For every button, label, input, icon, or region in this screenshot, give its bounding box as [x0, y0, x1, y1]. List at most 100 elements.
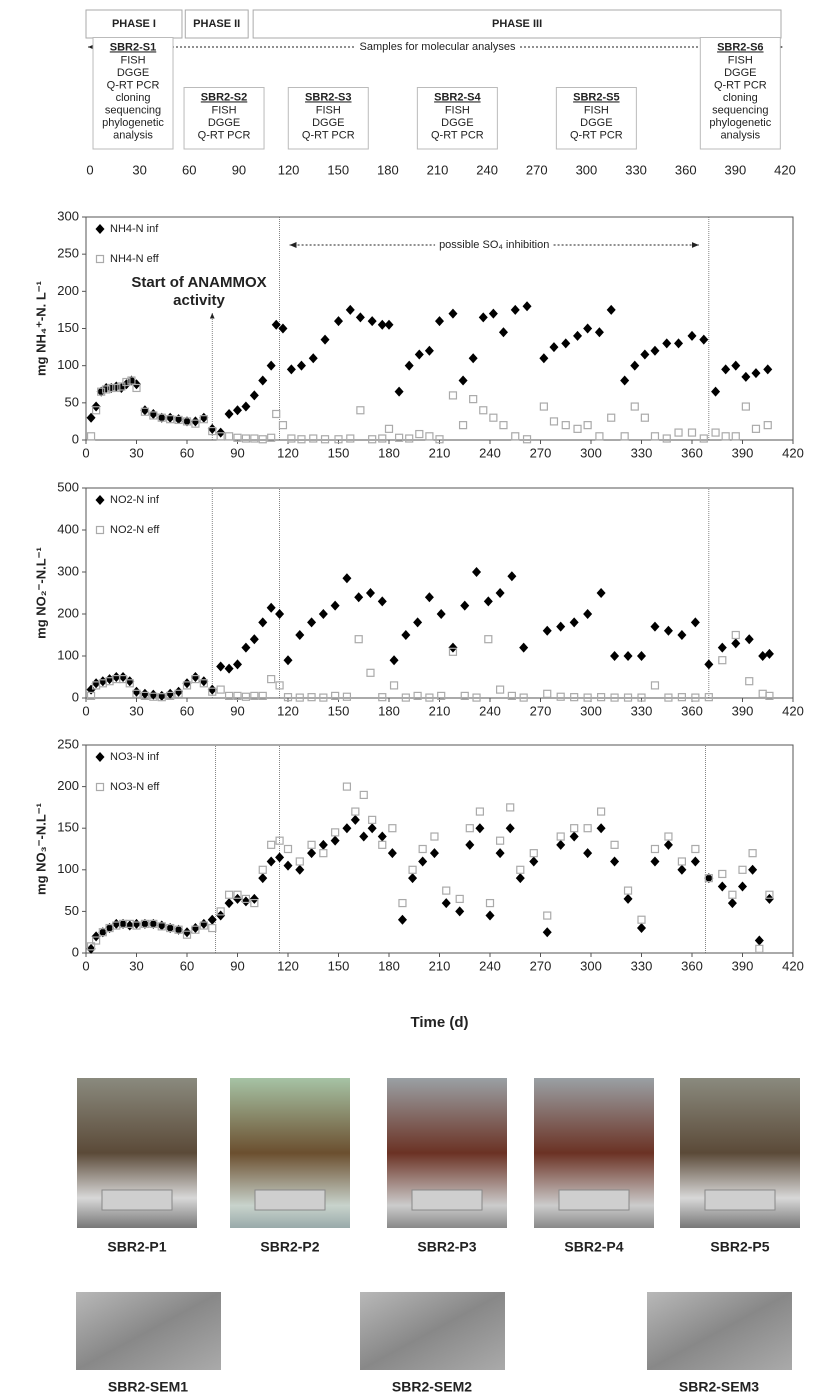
data-point — [401, 693, 410, 702]
data-point — [233, 405, 242, 416]
data-point — [630, 360, 640, 371]
sample-title: SBR2-S1 — [110, 41, 156, 53]
data-point — [166, 415, 175, 424]
data-point — [623, 693, 633, 702]
data-point — [342, 573, 352, 584]
data-point — [507, 571, 517, 582]
data-point — [307, 848, 317, 859]
data-point — [441, 898, 451, 909]
data-point — [691, 844, 700, 854]
data-point — [97, 387, 106, 396]
data-point — [98, 927, 108, 938]
sample-method: phylogenetic — [102, 117, 164, 129]
phase-label: PHASE I — [112, 18, 156, 30]
y-tick-label: 300 — [57, 208, 79, 223]
data-point — [489, 413, 498, 422]
data-point — [731, 638, 741, 649]
data-point — [319, 693, 328, 702]
data-point — [182, 417, 192, 426]
data-point — [165, 923, 175, 934]
x-tick-label: 0 — [82, 703, 89, 718]
data-point — [250, 691, 259, 701]
x-tick-label: 210 — [427, 162, 449, 177]
photo-stand — [704, 1189, 776, 1211]
data-point — [650, 681, 660, 690]
data-point — [208, 687, 217, 696]
data-point — [430, 832, 439, 841]
data-point — [570, 693, 579, 702]
data-point — [249, 893, 259, 904]
x-tick-label: 270 — [530, 445, 552, 460]
data-point — [748, 864, 758, 875]
x-tick-label: 0 — [82, 445, 89, 460]
data-point — [704, 874, 713, 883]
data-point — [408, 873, 418, 884]
phase-box — [85, 9, 183, 39]
x-tick-label: 60 — [180, 703, 194, 718]
x-tick-label: 30 — [132, 162, 146, 177]
data-point — [610, 693, 619, 702]
phase-label: PHASE III — [492, 18, 542, 30]
data-point — [549, 417, 559, 426]
data-point — [111, 918, 121, 929]
x-tick-label: 150 — [328, 445, 350, 460]
data-point — [275, 609, 285, 619]
data-point — [140, 691, 150, 701]
x-tick-label: 240 — [479, 703, 501, 718]
phase-box — [184, 9, 249, 39]
data-point — [620, 432, 629, 441]
annotation: activity — [173, 292, 225, 309]
data-point — [728, 890, 737, 899]
data-point — [365, 588, 375, 598]
x-tick-label: 390 — [732, 445, 754, 460]
data-point — [437, 691, 446, 701]
data-point — [355, 312, 365, 323]
data-point — [595, 432, 604, 441]
data-point — [460, 691, 469, 701]
data-point — [266, 360, 276, 371]
x-tick-label: 150 — [328, 703, 350, 718]
data-point — [717, 881, 727, 892]
data-point — [758, 651, 768, 661]
sample-box — [699, 37, 781, 150]
annotation: Start of ANAMMOX — [131, 274, 266, 291]
data-point — [569, 831, 579, 842]
data-point — [458, 375, 468, 386]
data-point — [607, 413, 616, 422]
sem-image — [360, 1292, 505, 1370]
data-point — [664, 832, 673, 841]
x-tick-label: 300 — [580, 445, 602, 460]
data-point — [499, 421, 508, 430]
data-point — [342, 782, 352, 791]
data-point — [318, 839, 328, 850]
sample-method: Q-RT PCR — [570, 129, 623, 141]
data-point — [522, 435, 532, 444]
data-point — [258, 873, 268, 884]
photo-label: SBR2-P1 — [107, 1239, 166, 1255]
data-point — [511, 432, 520, 441]
data-point — [394, 386, 404, 397]
data-point — [296, 360, 306, 371]
y-tick-label: 0 — [72, 431, 79, 446]
data-point — [549, 342, 559, 353]
sample-title: SBR2-S5 — [573, 91, 619, 103]
data-point — [448, 647, 458, 656]
x-tick-label: 390 — [725, 162, 747, 177]
data-point — [397, 914, 407, 925]
data-point — [368, 435, 377, 444]
data-point — [331, 691, 340, 701]
x-tick-label: 210 — [429, 958, 451, 973]
data-point — [249, 390, 259, 401]
data-point — [157, 413, 166, 422]
data-point — [556, 832, 565, 841]
data-point — [199, 679, 208, 688]
data-point — [174, 689, 183, 698]
data-point — [687, 330, 697, 341]
data-point — [664, 693, 673, 702]
data-point — [542, 625, 552, 636]
data-point — [182, 678, 192, 689]
sample-method: phylogenetic — [709, 117, 771, 129]
data-point — [182, 416, 192, 427]
data-point — [583, 693, 592, 702]
data-point — [764, 893, 774, 904]
